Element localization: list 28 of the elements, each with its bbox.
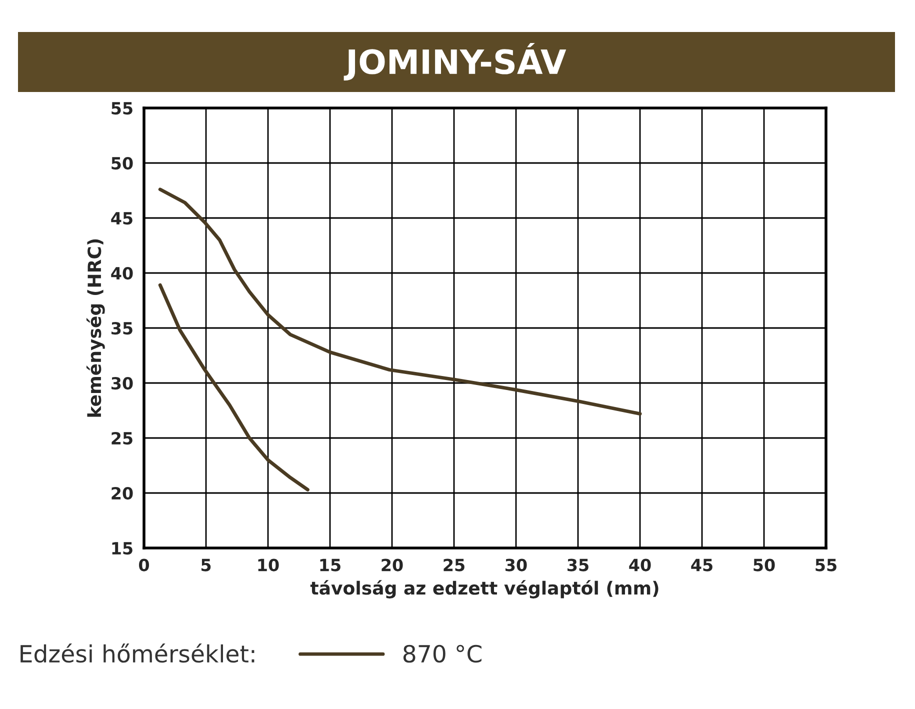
y-tick-label: 50 <box>112 156 133 170</box>
x-tick-label: 55 <box>816 558 836 572</box>
y-axis-title: keménység (HRC) <box>86 239 105 417</box>
x-tick-label: 20 <box>382 558 403 572</box>
x-tick-label: 5 <box>201 558 211 572</box>
x-tick-label: 25 <box>444 558 464 572</box>
x-tick-label: 45 <box>691 558 712 572</box>
line-series <box>158 283 310 492</box>
y-tick-label: 15 <box>112 542 132 555</box>
y-tick-label: 30 <box>112 376 133 390</box>
legend-title: Edzési hőmérséklet: <box>20 643 254 663</box>
x-tick-label: 40 <box>629 558 651 572</box>
y-tick-label: 25 <box>112 432 132 445</box>
x-axis-title: távolság az edzett véglaptól (mm) <box>310 580 658 598</box>
y-tick-label: 35 <box>112 322 132 335</box>
x-tick-label: 50 <box>754 558 775 572</box>
x-tick-label: 30 <box>506 558 527 572</box>
y-tick-label: 20 <box>112 486 133 500</box>
y-tick-label: 40 <box>111 266 133 280</box>
legend-label: 870 °C <box>403 644 482 663</box>
chart-title: JOMINY-SÁV <box>344 42 566 80</box>
x-tick-label: 35 <box>568 558 588 572</box>
x-tick-label: 0 <box>139 558 149 572</box>
x-tick-label: 15 <box>320 558 340 572</box>
y-tick-label: 55 <box>112 102 132 115</box>
x-tick-label: 10 <box>258 558 279 572</box>
line-series <box>158 188 642 416</box>
y-tick-label: 45 <box>111 212 132 225</box>
